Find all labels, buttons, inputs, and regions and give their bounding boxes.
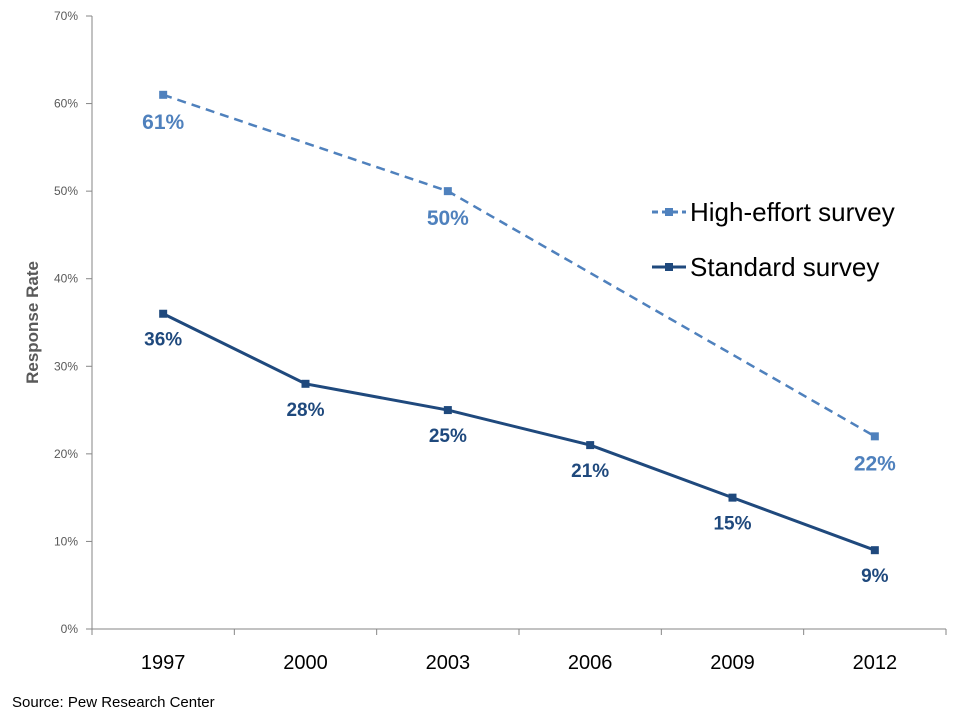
data-point [301, 379, 310, 388]
x-tick-label: 1997 [141, 652, 186, 674]
data-label: 28% [286, 400, 324, 421]
data-label: 50% [427, 207, 469, 230]
y-tick-label: 70% [54, 9, 78, 23]
y-tick-label: 60% [54, 97, 78, 111]
x-tick-label: 2009 [710, 652, 755, 674]
x-tick-label: 2012 [853, 652, 898, 674]
series-line-1 [162, 312, 876, 552]
y-tick-label: 40% [54, 272, 78, 286]
data-label: 15% [713, 514, 751, 535]
data-point [159, 90, 168, 99]
x-tick-label: 2003 [426, 652, 471, 674]
legend-marker [665, 263, 673, 271]
data-point [586, 441, 595, 450]
legend-marker [665, 208, 673, 216]
data-label: 21% [571, 461, 609, 482]
legend-label: High-effort survey [690, 197, 895, 227]
line-chart: 0% 10% 20% 30% 40% 50% 60% 70% 1997 2000 2003 2006 2… [23, 9, 947, 674]
data-label: 25% [429, 426, 467, 447]
data-point [443, 406, 452, 415]
data-point [443, 187, 452, 196]
data-point [159, 309, 168, 318]
data-point [728, 493, 737, 502]
data-label: 61% [142, 111, 184, 134]
legend-label: Standard survey [690, 252, 879, 282]
source-note: Source: Pew Research Center [12, 694, 215, 711]
data-label: 36% [144, 330, 182, 351]
y-tick-label: 0% [61, 622, 79, 636]
y-axis-label: Response Rate [23, 261, 42, 384]
x-tick-label: 2006 [568, 652, 613, 674]
y-tick-label: 10% [54, 534, 78, 548]
x-tick-label: 2000 [283, 652, 328, 674]
y-tick-label: 50% [54, 184, 78, 198]
data-label: 9% [861, 566, 889, 587]
y-tick-label: 20% [54, 447, 78, 461]
y-tick-label: 30% [54, 359, 78, 373]
data-label: 22% [854, 452, 896, 475]
data-point [870, 546, 879, 555]
data-point [870, 432, 879, 441]
